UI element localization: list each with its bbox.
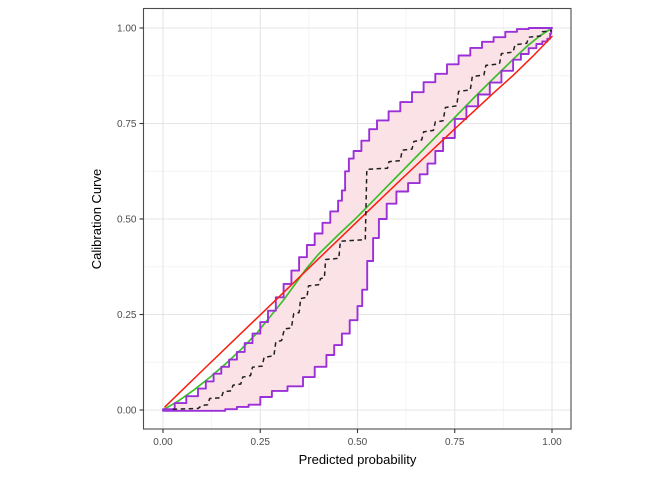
confidence-band-upper-border (162, 27, 553, 411)
y-tick-label: 0.25 (117, 310, 137, 321)
x-tick-label: 0.00 (153, 437, 173, 448)
y-tick-label: 0.00 (117, 406, 137, 417)
fit-line-green (162, 27, 553, 411)
y-tick-label: 1.00 (117, 24, 137, 35)
reference-line-red (164, 35, 553, 408)
x-tick-label: 0.25 (251, 437, 271, 448)
x-axis: 0.00 0.25 0.50 0.75 1.00 (153, 429, 562, 448)
empirical-calibration-dashed-line (172, 29, 553, 410)
y-axis-title: Calibration Curve (89, 169, 104, 269)
y-axis: 0.00 0.25 0.50 0.75 1.00 (117, 24, 144, 417)
y-tick-label: 0.50 (117, 215, 137, 226)
y-tick-label: 0.75 (117, 119, 137, 130)
confidence-band-lower-border (162, 27, 553, 412)
x-tick-label: 0.75 (445, 437, 465, 448)
x-tick-label: 0.50 (348, 437, 368, 448)
x-tick-label: 1.00 (542, 437, 562, 448)
x-axis-title: Predicted probability (299, 452, 417, 467)
plot-panel: 0.00 0.25 0.50 0.75 1.00 0.00 0.25 0.50 0.75 1.00 (117, 7, 572, 448)
